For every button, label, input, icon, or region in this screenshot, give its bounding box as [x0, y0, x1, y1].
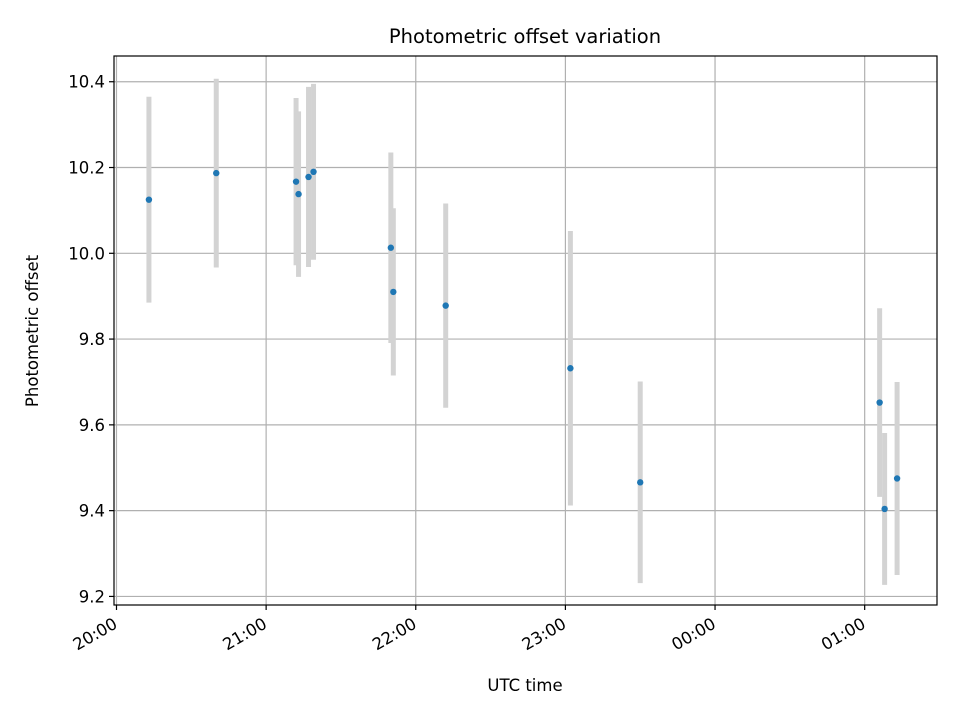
- y-tick-label: 9.4: [79, 502, 105, 521]
- data-point: [213, 169, 220, 177]
- grid: [114, 56, 937, 605]
- error-bars: [146, 78, 900, 585]
- data-point: [637, 479, 644, 486]
- x-tick-label: 23:00: [519, 614, 570, 654]
- data-point: [567, 365, 574, 372]
- data-point: [893, 475, 901, 482]
- x-tick-label: 01:00: [818, 614, 869, 654]
- data-points: [145, 168, 901, 513]
- y-axis: 9.2 9.4 9.6 9.8 10.0 10.2 10.4: [68, 73, 114, 606]
- data-point: [881, 505, 888, 513]
- data-point: [442, 302, 449, 309]
- data-point: [145, 196, 153, 203]
- data-point: [390, 288, 397, 296]
- data-point: [310, 168, 317, 176]
- x-axis: 20:00 21:00 22:00 23:00 00:00 01:00: [70, 605, 869, 654]
- y-tick-label: 9.8: [79, 330, 105, 349]
- data-point: [295, 190, 302, 198]
- x-tick-label: 22:00: [369, 614, 420, 654]
- y-axis-title: Photometric offset: [23, 254, 42, 407]
- y-tick-label: 9.6: [79, 416, 105, 435]
- chart-title: Photometric offset variation: [389, 25, 661, 48]
- y-tick-label: 10.0: [68, 244, 105, 263]
- x-axis-title: UTC time: [487, 676, 562, 695]
- data-point: [387, 244, 395, 251]
- x-tick-label: 00:00: [668, 614, 719, 654]
- y-tick-label: 9.2: [79, 587, 105, 606]
- x-tick-label: 21:00: [219, 614, 270, 654]
- data-point: [305, 173, 312, 181]
- y-tick-label: 10.4: [68, 73, 105, 92]
- x-tick-label: 20:00: [70, 614, 121, 654]
- data-point: [876, 399, 883, 406]
- plot-frame: [113, 55, 938, 606]
- data-point: [292, 178, 300, 185]
- y-tick-label: 10.2: [68, 159, 105, 178]
